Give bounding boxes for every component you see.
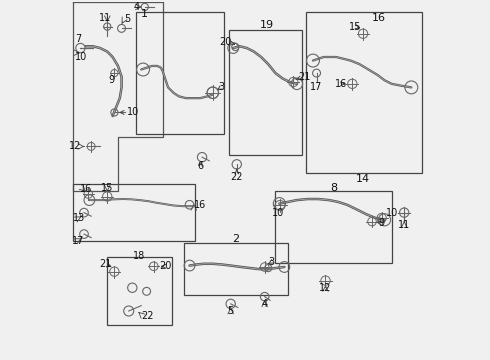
- Text: 20: 20: [159, 261, 171, 271]
- Text: 4: 4: [133, 2, 140, 12]
- Text: 22: 22: [141, 311, 154, 321]
- Text: 19: 19: [259, 20, 273, 30]
- Text: 7: 7: [75, 34, 81, 44]
- Text: 22: 22: [230, 169, 243, 182]
- Text: 3: 3: [268, 257, 274, 267]
- Text: 15: 15: [101, 183, 114, 193]
- Text: 3: 3: [218, 82, 224, 93]
- Text: 1: 1: [141, 9, 148, 19]
- Text: 11: 11: [398, 220, 410, 230]
- Text: 9: 9: [377, 218, 384, 228]
- Bar: [136, 12, 223, 134]
- Text: 20: 20: [219, 37, 235, 46]
- Bar: [107, 257, 172, 325]
- Text: 12: 12: [319, 283, 332, 293]
- Text: 10: 10: [120, 107, 139, 117]
- Text: 16: 16: [194, 200, 206, 210]
- Text: 10: 10: [386, 208, 398, 218]
- Text: 15: 15: [349, 22, 361, 32]
- Text: 5: 5: [124, 14, 130, 24]
- Text: 9: 9: [109, 75, 115, 85]
- Text: 17: 17: [310, 82, 323, 93]
- Text: 16: 16: [335, 79, 347, 89]
- Text: 8: 8: [330, 183, 337, 193]
- Text: 16: 16: [80, 184, 92, 194]
- Bar: [275, 191, 392, 263]
- Text: 18: 18: [133, 251, 146, 261]
- Text: 5: 5: [227, 306, 234, 316]
- Text: 2: 2: [232, 234, 240, 244]
- Bar: [229, 30, 302, 156]
- Text: 14: 14: [356, 174, 370, 184]
- Text: 16: 16: [372, 13, 386, 23]
- Text: 6: 6: [197, 161, 203, 171]
- Bar: [184, 243, 288, 295]
- Text: 11: 11: [98, 13, 111, 23]
- Bar: [306, 12, 422, 173]
- Text: 17: 17: [73, 236, 85, 246]
- Text: 10: 10: [272, 208, 284, 218]
- Text: 13: 13: [73, 213, 85, 223]
- Text: 21: 21: [296, 72, 311, 82]
- Text: 4: 4: [262, 299, 268, 309]
- Text: 21: 21: [99, 260, 112, 270]
- Text: 10: 10: [75, 52, 87, 62]
- Bar: [74, 184, 195, 241]
- Text: 12: 12: [69, 141, 81, 152]
